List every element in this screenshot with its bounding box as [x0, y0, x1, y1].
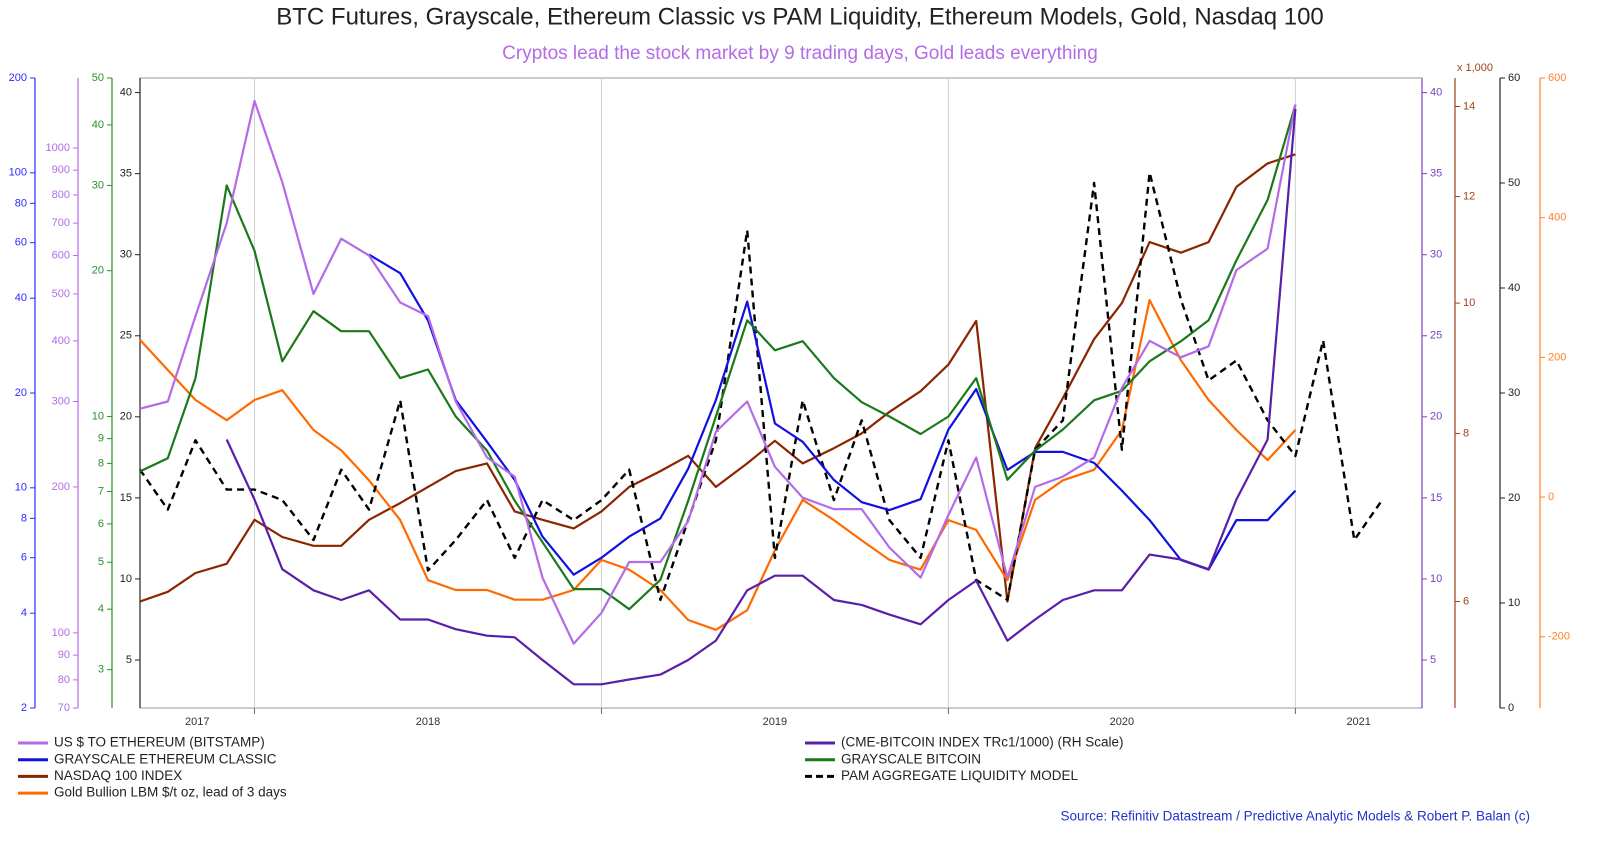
y-tick-label: 10 [15, 482, 27, 494]
y-tick-label: 30 [1430, 249, 1442, 261]
y-tick-label: 600 [1548, 72, 1566, 84]
y-tick-label: 50 [1508, 177, 1520, 189]
x-tick-label: 2021 [1346, 716, 1370, 728]
y-tick-label: 9 [98, 433, 104, 445]
x-tick-label: 2017 [185, 716, 209, 728]
y-tick-label: 80 [58, 674, 70, 686]
series-line [139, 99, 1297, 645]
y-tick-label: 1000 [46, 142, 70, 154]
y-tick-label: 8 [1463, 427, 1469, 439]
y-tick-label: 4 [21, 607, 27, 619]
y-tick-label: 7 [98, 485, 104, 497]
y-tick-label: 5 [98, 556, 104, 568]
y-tick-label: 800 [52, 189, 70, 201]
y-tick-label: 8 [98, 457, 104, 469]
y-tick-label: 40 [15, 292, 27, 304]
y-tick-label: 6 [98, 518, 104, 530]
y-tick-label: 12 [1463, 190, 1475, 202]
legend-label: (CME-BITCOIN INDEX TRc1/1000) (RH Scale) [841, 735, 1124, 750]
y-tick-label: 20 [1508, 492, 1520, 504]
y-tick-label: 40 [1508, 282, 1520, 294]
series-line [139, 104, 1297, 611]
y-tick-label: 40 [120, 86, 132, 98]
y-tick-label: 10 [92, 410, 104, 422]
y-tick-label: 100 [52, 627, 70, 639]
y-tick-label: 35 [120, 168, 132, 180]
series-line [225, 108, 1297, 686]
y-tick-label: 90 [58, 649, 70, 661]
y-tick-label: -200 [1548, 631, 1570, 643]
series-line [139, 153, 1296, 603]
y-tick-label: 10 [1463, 297, 1475, 309]
y-tick-label: 900 [52, 164, 70, 176]
legend-label: Gold Bullion LBM $/t oz, lead of 3 days [54, 785, 287, 800]
y-tick-label: 10 [1508, 597, 1520, 609]
y-tick-label: 30 [1508, 387, 1520, 399]
y-tick-label: 70 [58, 702, 70, 714]
y-tick-label: 30 [120, 249, 132, 261]
y-tick-label: 400 [52, 335, 70, 347]
y-tick-label: 0 [1548, 491, 1554, 503]
y-tick-label: 20 [15, 387, 27, 399]
y-tick-label: 60 [15, 237, 27, 249]
legend-label: GRAYSCALE ETHEREUM CLASSIC [54, 751, 277, 766]
y-tick-label: 20 [120, 411, 132, 423]
y-tick-label: 25 [1430, 330, 1442, 342]
chart-subtitle: Cryptos lead the stock market by 9 tradi… [502, 43, 1098, 64]
y-tick-label: 200 [1548, 351, 1566, 363]
y-tick-label: 3 [98, 664, 104, 676]
y-tick-label: 14 [1463, 100, 1475, 112]
chart-title: BTC Futures, Grayscale, Ethereum Classic… [276, 3, 1324, 30]
y-tick-label: 2 [21, 702, 27, 714]
legend-label: PAM AGGREGATE LIQUIDITY MODEL [841, 768, 1079, 783]
y-tick-label: 10 [1430, 573, 1442, 585]
series-line [368, 253, 1297, 576]
y-tick-label: 200 [52, 481, 70, 493]
y-tick-label: 6 [21, 552, 27, 564]
y-tick-label: 500 [52, 288, 70, 300]
series-line [139, 299, 1297, 631]
axis-unit: x 1,000 [1457, 62, 1493, 74]
series-line [139, 171, 1384, 602]
legend-label: NASDAQ 100 INDEX [54, 768, 182, 783]
y-tick-label: 700 [52, 217, 70, 229]
y-tick-label: 6 [1463, 595, 1469, 607]
y-tick-label: 100 [9, 167, 27, 179]
source-note: Source: Refinitiv Datastream / Predictiv… [1061, 809, 1530, 824]
y-tick-label: 5 [1430, 654, 1436, 666]
x-tick-label: 2018 [416, 716, 440, 728]
y-tick-label: 15 [1430, 492, 1442, 504]
y-tick-label: 50 [92, 72, 104, 84]
y-tick-label: 0 [1508, 702, 1514, 714]
x-tick-label: 2019 [763, 716, 787, 728]
y-tick-label: 400 [1548, 212, 1566, 224]
legend-label: GRAYSCALE BITCOIN [841, 751, 981, 766]
y-tick-label: 20 [1430, 411, 1442, 423]
y-tick-label: 15 [120, 492, 132, 504]
y-tick-label: 40 [1430, 86, 1442, 98]
y-tick-label: 10 [120, 573, 132, 585]
y-tick-label: 30 [92, 179, 104, 191]
y-tick-label: 80 [15, 197, 27, 209]
y-tick-label: 300 [52, 395, 70, 407]
y-tick-label: 60 [1508, 72, 1520, 84]
legend-label: US $ TO ETHEREUM (BITSTAMP) [54, 735, 265, 750]
y-tick-label: 8 [21, 512, 27, 524]
y-tick-label: 200 [9, 72, 27, 84]
y-tick-label: 4 [98, 603, 104, 615]
y-tick-label: 5 [126, 654, 132, 666]
y-tick-label: 25 [120, 330, 132, 342]
x-tick-label: 2020 [1110, 716, 1134, 728]
plot-frame [139, 77, 1423, 709]
y-tick-label: 35 [1430, 168, 1442, 180]
y-tick-label: 40 [92, 119, 104, 131]
y-tick-label: 600 [52, 249, 70, 261]
y-tick-label: 20 [92, 265, 104, 277]
